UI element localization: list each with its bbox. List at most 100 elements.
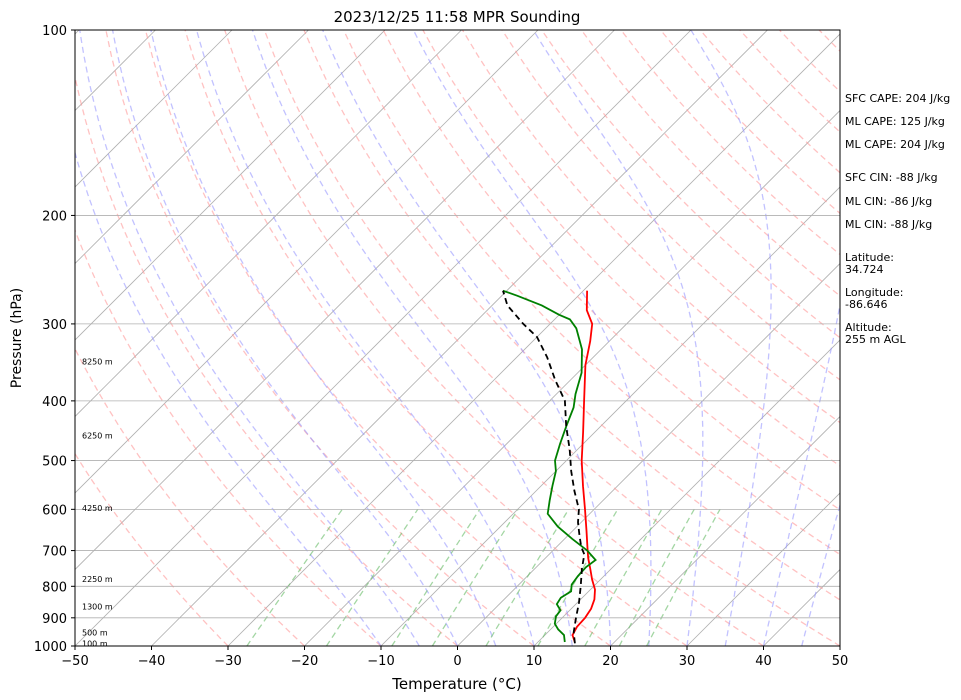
- dewpoint-line: [502, 289, 597, 643]
- y-tick-label: 300: [42, 318, 67, 333]
- ml-cin-text: ML CIN: -86 J/kg: [845, 195, 933, 208]
- moist-adiabat-line: [75, 150, 382, 646]
- dry-adiabat-line: [382, 30, 840, 511]
- dry-adiabat-line: [75, 228, 382, 646]
- x-tick-label: 0: [453, 654, 461, 669]
- moist-adiabat-line: [762, 301, 840, 646]
- height-labels: 8250 m 6250 m 4250 m 2250 m 1300 m 500 m 100 m: [82, 357, 113, 648]
- dry-adiabat-line: [144, 30, 611, 646]
- height-label: 8250 m: [82, 357, 113, 366]
- y-axis: 100 200 300 400 500 600 700 800 900 1000: [34, 24, 75, 655]
- y-tick-label: 100: [42, 24, 67, 39]
- temperature-line: [571, 290, 596, 643]
- y-tick-label: 900: [42, 612, 67, 627]
- x-tick-label: 50: [832, 654, 849, 669]
- x-tick-label: −20: [291, 654, 318, 669]
- moist-adiabat-line: [79, 30, 420, 646]
- isotherm-line: [75, 30, 692, 646]
- plot-frame: [74, 29, 841, 647]
- chart-title: 2023/12/25 11:58 MPR Sounding: [334, 8, 581, 26]
- sfc-cape-text: SFC CAPE: 204 J/kg: [845, 92, 951, 105]
- height-label: 500 m: [82, 628, 108, 637]
- height-label: 6250 m: [82, 431, 113, 440]
- y-tick-label: 500: [42, 455, 67, 470]
- mixing-ratio-line: [646, 508, 721, 646]
- dry-adiabat-line: [263, 30, 840, 646]
- isotherm-line: [304, 109, 840, 646]
- y-tick-label: 600: [42, 503, 67, 518]
- latitude-label: Latitude:: [845, 251, 894, 264]
- background-lines: [0, 30, 840, 646]
- isotherm-line: [75, 30, 462, 418]
- x-tick-label: 10: [526, 654, 543, 669]
- moist-adiabat-line: [251, 30, 573, 646]
- x-tick-label: −30: [214, 654, 241, 669]
- isotherm-line: [227, 33, 840, 646]
- mixing-ratio-line: [537, 508, 619, 646]
- dry-adiabat-line: [75, 74, 458, 646]
- sfc-cin-text: SFC CIN: -88 J/kg: [845, 171, 938, 184]
- dry-adiabat-line: [343, 30, 840, 556]
- y-tick-label: 400: [42, 395, 67, 410]
- mixing-ratio-line: [246, 508, 343, 646]
- isotherm-line: [75, 30, 615, 571]
- y-tick-label: 800: [42, 580, 67, 595]
- dry-adiabat-line: [422, 30, 840, 467]
- moist-adiabat-line: [690, 30, 772, 646]
- mixing-ratio-line: [431, 508, 519, 646]
- moist-adiabat-line: [322, 30, 612, 646]
- x-axis-label: Temperature (°C): [391, 675, 521, 693]
- dry-adiabat-line: [184, 30, 688, 646]
- y-tick-label: 700: [42, 545, 67, 560]
- moist-adiabat-line: [532, 30, 704, 646]
- mixing-ratio-line: [618, 508, 695, 646]
- x-tick-label: −10: [367, 654, 394, 669]
- moist-adiabat-line: [412, 30, 652, 646]
- ml-cape-text: ML CAPE: 125 J/kg: [845, 115, 945, 128]
- x-tick-label: −50: [61, 654, 88, 669]
- parcel-path-line: [502, 290, 586, 644]
- moist-adiabat-line: [801, 502, 840, 646]
- latitude-value: 34.724: [845, 263, 884, 276]
- height-label: 1300 m: [82, 602, 113, 611]
- x-axis: −50 −40 −30 −20 −10 0 10 20 30 40 50: [61, 646, 848, 669]
- pressure-gridlines: [75, 29, 840, 647]
- longitude-label: Longitude:: [845, 286, 904, 299]
- dry-adiabat-line: [580, 30, 840, 297]
- isotherm-line: [533, 339, 840, 646]
- x-tick-label: 40: [755, 654, 772, 669]
- y-tick-label: 200: [42, 209, 67, 224]
- isotherm-line: [75, 30, 309, 265]
- isotherm-line: [457, 262, 840, 646]
- longitude-value: -86.646: [845, 298, 888, 311]
- sounding-lines: [502, 289, 597, 644]
- x-tick-label: 30: [679, 654, 696, 669]
- isotherm-line: [380, 186, 840, 646]
- dry-adiabat-line: [303, 30, 840, 601]
- dry-adiabat-line: [75, 452, 229, 646]
- isotherm-line: [75, 30, 386, 341]
- ml-cape-text-2: ML CAPE: 204 J/kg: [845, 138, 945, 151]
- height-label: 4250 m: [82, 504, 113, 513]
- y-axis-label: Pressure (hPa): [9, 288, 25, 388]
- isotherm-line: [686, 492, 840, 646]
- height-label: 2250 m: [82, 575, 113, 584]
- moist-adiabat-line: [195, 30, 535, 646]
- dry-adiabat-line: [224, 30, 764, 646]
- mixing-ratio-line: [584, 508, 663, 646]
- x-tick-label: −40: [138, 654, 165, 669]
- isotherm-line: [151, 30, 768, 646]
- isotherm-line: [75, 30, 233, 188]
- ml-cin-text-2: ML CIN: -88 J/kg: [845, 218, 933, 231]
- dry-adiabat-line: [75, 347, 305, 646]
- dry-adiabat-line: [105, 30, 535, 646]
- height-label: 100 m: [82, 639, 108, 648]
- mixing-ratio-line: [485, 508, 570, 646]
- isotherm-line: [75, 30, 539, 494]
- y-tick-label: 1000: [34, 640, 67, 655]
- moist-adiabat-line: [111, 30, 459, 646]
- altitude-value: 255 m AGL: [845, 333, 906, 346]
- isotherm-line: [0, 30, 3, 646]
- moist-adiabat-line: [150, 30, 497, 646]
